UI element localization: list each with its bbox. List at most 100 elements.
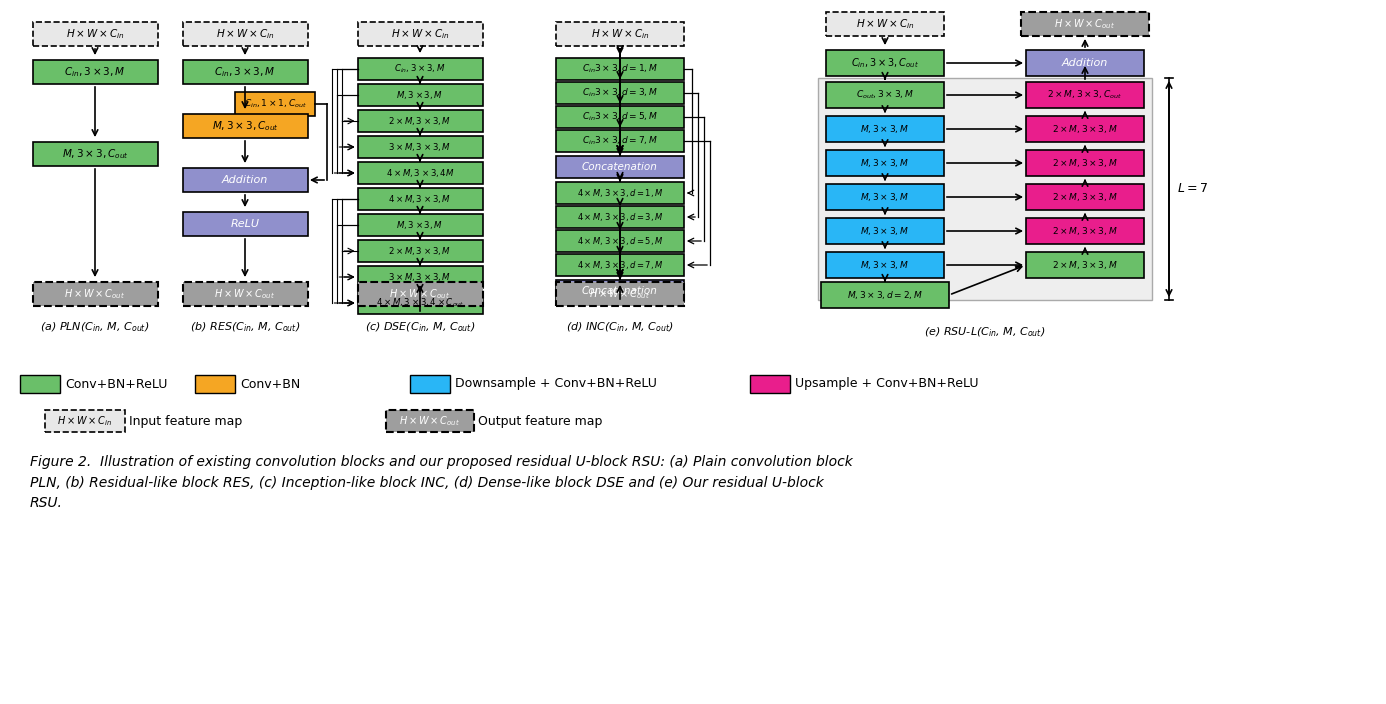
Text: (b) RES($C_{in}$, $M$, $C_{out}$): (b) RES($C_{in}$, $M$, $C_{out}$) (190, 320, 301, 334)
FancyBboxPatch shape (1026, 252, 1143, 278)
Text: $4\times M,3\times3,d=7, M$: $4\times M,3\times3,d=7, M$ (577, 259, 664, 271)
FancyBboxPatch shape (556, 106, 685, 128)
Text: $C_{in}3\times3, d=7, M$: $C_{in}3\times3, d=7, M$ (582, 134, 658, 147)
FancyBboxPatch shape (1026, 50, 1143, 76)
FancyBboxPatch shape (826, 116, 944, 142)
FancyBboxPatch shape (32, 282, 158, 306)
Text: $M,3\times3, C_{out}$: $M,3\times3, C_{out}$ (212, 119, 279, 133)
FancyBboxPatch shape (358, 282, 482, 306)
Text: $C_{out}, 3\times3, M$: $C_{out}, 3\times3, M$ (857, 89, 913, 101)
FancyBboxPatch shape (1026, 150, 1143, 176)
Text: Concatenation: Concatenation (582, 286, 658, 296)
Text: $2\times M, 3\times3, M$: $2\times M, 3\times3, M$ (1052, 259, 1119, 271)
Text: $M, 3\times3, M$: $M, 3\times3, M$ (861, 191, 909, 203)
Text: $C_{in}, 3\times3, C_{out}$: $C_{in}, 3\times3, C_{out}$ (851, 56, 919, 70)
Text: $4\times M, 3\times3, M$: $4\times M, 3\times3, M$ (388, 193, 452, 205)
Text: Output feature map: Output feature map (478, 415, 603, 427)
FancyBboxPatch shape (826, 252, 944, 278)
Text: $H\times W\times C_{out}$: $H\times W\times C_{out}$ (399, 414, 460, 428)
Text: $L=7$: $L=7$ (1177, 182, 1209, 196)
Text: $C_{in},3\times3,M$: $C_{in},3\times3,M$ (64, 65, 126, 79)
FancyBboxPatch shape (1026, 116, 1143, 142)
Text: $2\times M, 3\times3, M$: $2\times M, 3\times3, M$ (1052, 191, 1119, 203)
FancyBboxPatch shape (1021, 12, 1149, 36)
FancyBboxPatch shape (556, 206, 685, 228)
Text: Addition: Addition (1062, 58, 1109, 68)
Text: $H\times W\times C_{out}$: $H\times W\times C_{out}$ (389, 287, 450, 301)
FancyBboxPatch shape (32, 22, 158, 46)
FancyBboxPatch shape (826, 82, 944, 108)
Text: $M, 3\times3, M$: $M, 3\times3, M$ (396, 219, 444, 231)
Text: Conv+BN: Conv+BN (240, 377, 301, 391)
FancyBboxPatch shape (358, 214, 482, 236)
FancyBboxPatch shape (183, 212, 308, 236)
FancyBboxPatch shape (358, 188, 482, 210)
Text: $C_{in}3\times3, d=3, M$: $C_{in}3\times3, d=3, M$ (582, 87, 658, 99)
Text: $H\times W\times C_{out}$: $H\times W\times C_{out}$ (589, 287, 650, 301)
Text: Conv+BN+ReLU: Conv+BN+ReLU (65, 377, 168, 391)
FancyBboxPatch shape (556, 82, 685, 104)
FancyBboxPatch shape (358, 22, 482, 46)
FancyBboxPatch shape (556, 58, 685, 80)
Text: $M, 3\times3, M$: $M, 3\times3, M$ (861, 225, 909, 237)
Text: $M, 3\times3, M$: $M, 3\times3, M$ (396, 89, 444, 101)
Text: $C_{in}3\times3, d=1, M$: $C_{in}3\times3, d=1, M$ (582, 63, 658, 75)
FancyBboxPatch shape (826, 12, 944, 36)
FancyBboxPatch shape (826, 50, 944, 76)
Text: $C_{in}3\times3, d=5, M$: $C_{in}3\times3, d=5, M$ (582, 111, 658, 123)
Text: $C_{in}, 3\times3, M$: $C_{in}, 3\times3, M$ (394, 63, 446, 75)
Text: (a) PLN($C_{in}$, $M$, $C_{out}$): (a) PLN($C_{in}$, $M$, $C_{out}$) (40, 320, 150, 334)
FancyBboxPatch shape (556, 182, 685, 204)
FancyBboxPatch shape (358, 266, 482, 288)
Text: Figure 2.  Illustration of existing convolution blocks and our proposed residual: Figure 2. Illustration of existing convo… (30, 455, 852, 510)
FancyBboxPatch shape (410, 375, 450, 393)
FancyBboxPatch shape (44, 410, 125, 432)
Text: $H\times W\times C_{in}$: $H\times W\times C_{in}$ (65, 27, 125, 41)
FancyBboxPatch shape (183, 22, 308, 46)
Text: (c) DSE($C_{in}$, $M$, $C_{out}$): (c) DSE($C_{in}$, $M$, $C_{out}$) (365, 320, 475, 334)
FancyBboxPatch shape (556, 156, 685, 178)
Text: $H\times W\times C_{in}$: $H\times W\times C_{in}$ (590, 27, 650, 41)
Text: ReLU: ReLU (230, 219, 259, 229)
Text: $H\times W\times C_{out}$: $H\times W\times C_{out}$ (65, 287, 126, 301)
FancyBboxPatch shape (358, 136, 482, 158)
Text: $C_{in}, 3\times3, M$: $C_{in}, 3\times3, M$ (215, 65, 276, 79)
Text: (d) INC($C_{in}$, $M$, $C_{out}$): (d) INC($C_{in}$, $M$, $C_{out}$) (565, 320, 674, 334)
FancyBboxPatch shape (385, 410, 474, 432)
Text: $3\times M, 3\times3, M$: $3\times M, 3\times3, M$ (388, 271, 452, 283)
FancyBboxPatch shape (236, 92, 315, 116)
Text: $4\times M,3\times3,d=1, M$: $4\times M,3\times3,d=1, M$ (577, 187, 664, 199)
FancyBboxPatch shape (818, 78, 1152, 300)
FancyBboxPatch shape (1026, 218, 1143, 244)
Text: $M, 3\times3, d=2, M$: $M, 3\times3, d=2, M$ (847, 289, 923, 301)
FancyBboxPatch shape (750, 375, 790, 393)
Text: $2\times M, 3\times3, M$: $2\times M, 3\times3, M$ (1052, 225, 1119, 237)
FancyBboxPatch shape (556, 254, 685, 276)
FancyBboxPatch shape (19, 375, 60, 393)
Text: Input feature map: Input feature map (129, 415, 243, 427)
Text: $H\times W\times C_{in}$: $H\times W\times C_{in}$ (855, 17, 915, 31)
FancyBboxPatch shape (821, 282, 949, 308)
Text: $H\times W\times C_{in}$: $H\times W\times C_{in}$ (391, 27, 449, 41)
Text: Upsample + Conv+BN+ReLU: Upsample + Conv+BN+ReLU (796, 377, 979, 391)
FancyBboxPatch shape (1026, 82, 1143, 108)
Text: $2\times M, 3\times3, M$: $2\times M, 3\times3, M$ (388, 115, 452, 127)
FancyBboxPatch shape (183, 168, 308, 192)
Text: $H\times W\times C_{out}$: $H\times W\times C_{out}$ (215, 287, 276, 301)
Text: (e) RSU-L($C_{in}$, $M$, $C_{out}$): (e) RSU-L($C_{in}$, $M$, $C_{out}$) (924, 325, 1046, 339)
Text: $2\times M, 3\times3, M$: $2\times M, 3\times3, M$ (1052, 157, 1119, 169)
FancyBboxPatch shape (826, 184, 944, 210)
FancyBboxPatch shape (195, 375, 236, 393)
FancyBboxPatch shape (358, 58, 482, 80)
FancyBboxPatch shape (358, 110, 482, 132)
Text: $C_{in}, 1\times1, C_{out}$: $C_{in}, 1\times1, C_{out}$ (244, 98, 306, 111)
FancyBboxPatch shape (358, 162, 482, 184)
Text: $2\times M, 3\times3, C_{out}$: $2\times M, 3\times3, C_{out}$ (1048, 89, 1123, 101)
Text: $4\times M,3\times3,d=5, M$: $4\times M,3\times3,d=5, M$ (577, 235, 664, 247)
Text: $2\times M, 3\times3, M$: $2\times M, 3\times3, M$ (388, 245, 452, 257)
Text: $2\times M, 3\times3, M$: $2\times M, 3\times3, M$ (1052, 123, 1119, 135)
Text: $H\times W\times C_{in}$: $H\times W\times C_{in}$ (216, 27, 274, 41)
Text: $4\times M, 3\times3,4\times C_{out}$: $4\times M, 3\times3,4\times C_{out}$ (376, 297, 464, 309)
FancyBboxPatch shape (183, 60, 308, 84)
FancyBboxPatch shape (556, 280, 685, 302)
